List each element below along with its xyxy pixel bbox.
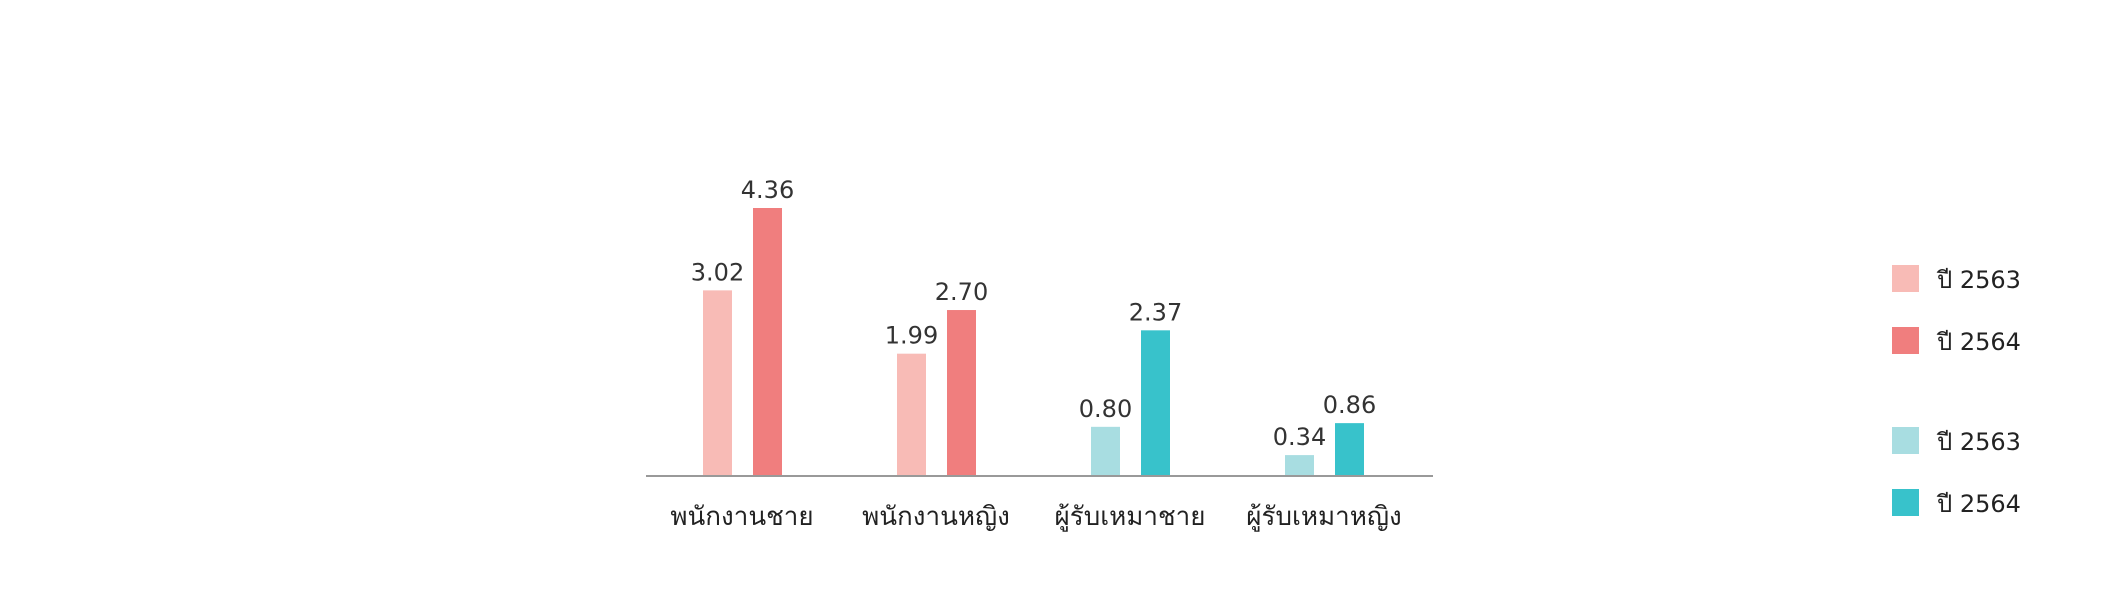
bar-s1-3 <box>1285 455 1314 476</box>
value-label: 2.37 <box>1129 298 1182 326</box>
legend: ปี 2563 ปี 2564 ปี 2563 ปี 2564 <box>1892 265 2021 518</box>
category-labels: พนักงานชาย พนักงานหญิง ผู้รับเหมาชาย ผู้รับ… <box>670 502 1401 532</box>
legend-label: ปี 2563 <box>1936 428 2021 456</box>
bar-s2-1 <box>947 310 976 476</box>
value-label: 4.36 <box>741 176 794 204</box>
bar-s1-2 <box>1091 426 1120 476</box>
legend-label: ปี 2564 <box>1936 490 2021 518</box>
category-label: ผู้รับเหมาชาย <box>1055 502 1206 532</box>
legend-label: ปี 2563 <box>1936 266 2021 294</box>
legend-swatch <box>1892 327 1919 354</box>
legend-swatch <box>1892 489 1919 516</box>
bar-s1-1 <box>897 353 926 476</box>
value-label: 1.99 <box>885 322 938 350</box>
legend-swatch <box>1892 427 1919 454</box>
value-label: 0.86 <box>1323 391 1376 419</box>
legend-label: ปี 2564 <box>1936 328 2021 356</box>
bars-layer: 3.02 4.36 1.99 2.70 0.80 2.37 0.34 0.86 <box>691 176 1376 476</box>
category-label: พนักงานชาย <box>670 502 813 532</box>
bar-s2-2 <box>1141 330 1170 476</box>
bar-s1-0 <box>703 290 732 476</box>
category-label: ผู้รับเหมาหญิง <box>1246 502 1401 532</box>
value-label: 0.80 <box>1079 395 1132 423</box>
bar-s2-3 <box>1335 423 1364 476</box>
bar-s2-0 <box>753 208 782 476</box>
value-label: 0.34 <box>1273 423 1326 451</box>
legend-swatch <box>1892 265 1919 292</box>
value-label: 3.02 <box>691 258 744 286</box>
value-label: 2.70 <box>935 278 988 306</box>
category-label: พนักงานหญิง <box>862 502 1010 532</box>
